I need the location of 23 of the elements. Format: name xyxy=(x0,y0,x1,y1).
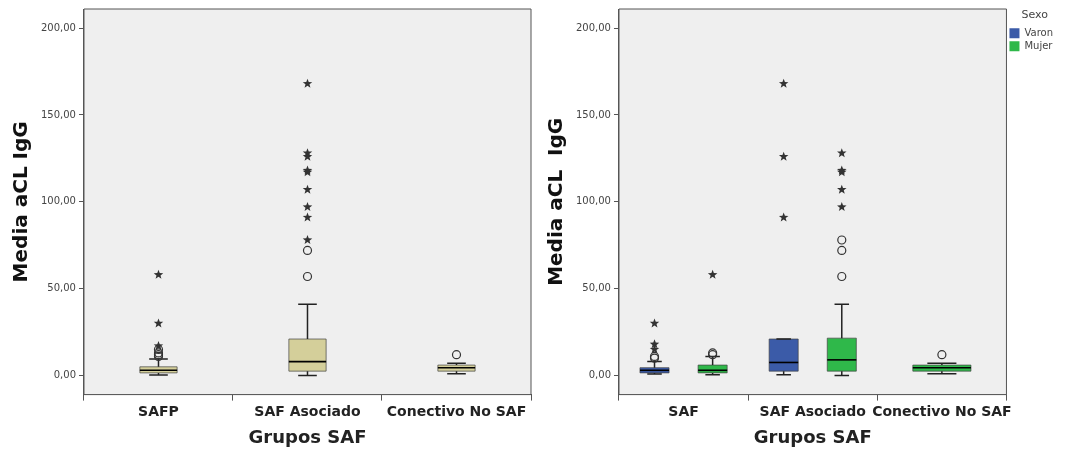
y-tick-label: 150,00 xyxy=(40,108,76,120)
y-tick-label: 50,00 xyxy=(47,282,76,294)
legend-label: Varon xyxy=(1024,26,1054,38)
x-axis-title: Grupos SAF xyxy=(753,425,872,447)
x-tick-label: SAFP xyxy=(138,402,179,419)
x-tick-label: SAF Asociado xyxy=(254,402,362,419)
y-tick-label: 50,00 xyxy=(582,282,611,294)
y-tick-label: 200,00 xyxy=(575,21,611,33)
y-axis-title: Media aCL IgG xyxy=(543,117,568,286)
x-tick-label: Conectivo No SAF xyxy=(386,402,527,419)
legend-label: Mujer xyxy=(1024,39,1054,51)
y-tick-label: 0,00 xyxy=(588,369,611,381)
y-tick-label: 0,00 xyxy=(53,369,76,381)
x-axis-title: Grupos SAF xyxy=(248,425,367,447)
x-tick-label: SAF Asociado xyxy=(759,402,867,419)
y-axis-title: Media aCL IgG xyxy=(8,121,33,283)
y-tick-label: 200,00 xyxy=(40,21,76,33)
y-tick-label: 100,00 xyxy=(40,195,76,207)
y-tick-label: 100,00 xyxy=(575,195,611,207)
x-tick-label: Conectivo No SAF xyxy=(872,402,1012,419)
x-tick-label: SAF xyxy=(668,402,699,419)
legend-title: Sexo xyxy=(1021,8,1049,22)
y-tick-label: 150,00 xyxy=(575,108,611,120)
